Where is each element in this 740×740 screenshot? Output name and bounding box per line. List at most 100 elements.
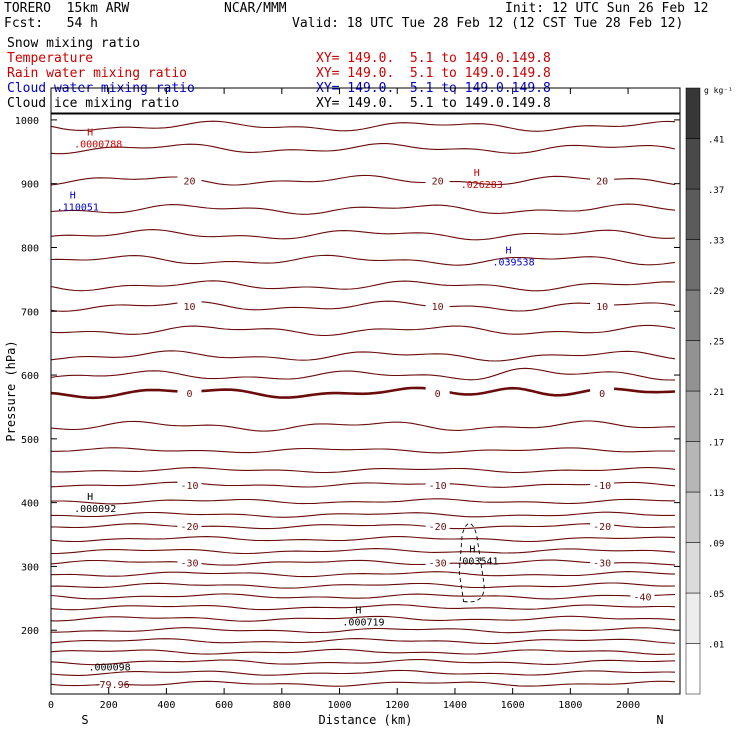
isotherm-line: [51, 627, 676, 634]
field-name: Cloud ice mixing ratio: [7, 96, 180, 111]
x-tick-label: 1000: [327, 700, 351, 711]
isotherm-label: -30: [593, 559, 611, 570]
isotherm-line: [50, 467, 676, 474]
isotherm-line: [50, 350, 676, 362]
colorbar-bin: [685, 289, 701, 341]
isotherm-line: [51, 548, 676, 555]
isotherm-line: [50, 615, 676, 622]
isotherm-line: [50, 536, 676, 543]
isotherm-label: 10: [432, 302, 444, 313]
isotherm-label: 20: [432, 176, 444, 187]
colorbar-bin: [685, 542, 701, 594]
y-tick-label: 1000: [15, 116, 39, 127]
isotherm-line: [50, 229, 676, 241]
isotherm-label: 0: [186, 389, 192, 400]
isotherm-label: -10: [180, 481, 198, 492]
plot-frame: [50, 87, 681, 695]
field-xy-range: XY= 149.0. 5.1 to 149.0.149.8: [316, 96, 551, 111]
isotherm-line: [50, 680, 676, 687]
isotherm-label: -20: [180, 522, 198, 533]
maximum-value: .000719: [342, 618, 384, 629]
isotherm-label: 20: [183, 176, 195, 187]
field-name: Snow mixing ratio: [7, 36, 141, 51]
colorbar-tick-label: .21: [708, 388, 724, 398]
isotherm-label: -79.96: [94, 680, 130, 691]
isotherm-label: -10: [593, 481, 611, 492]
field-name: Temperature: [7, 51, 94, 66]
isotherm-line: [50, 280, 676, 292]
maximum-marker: H: [87, 127, 93, 138]
isotherm-label: -20: [593, 522, 611, 533]
x-tick-label: 400: [157, 700, 175, 711]
maximum-value: .039538: [492, 257, 534, 268]
maximum-marker: H: [87, 492, 93, 503]
isotherm-line: [50, 659, 676, 666]
x-tick-label: 1800: [558, 700, 582, 711]
colorbar-tick-label: .33: [708, 237, 724, 247]
isotherm-label: 0: [599, 389, 605, 400]
isotherm-line: [51, 447, 676, 454]
colorbar-tick-label: .05: [708, 590, 724, 600]
y-tick-label: 700: [21, 307, 39, 318]
colorbar-bin: [685, 643, 701, 695]
colorbar-bin: [685, 390, 701, 442]
init-time: Init: 12 UTC Sun 26 Feb 12: [505, 1, 709, 16]
isotherm-line: [50, 481, 676, 488]
isotherm-line: [50, 498, 675, 505]
maximum-value: .0000788: [74, 139, 122, 150]
isotherm-line: [50, 120, 676, 132]
colorbar-bin: [685, 340, 701, 392]
valid-time: Valid: 18 UTC Tue 28 Feb 12 (12 CST Tue …: [292, 16, 684, 31]
x-axis-label: Distance (km): [319, 713, 413, 727]
isotherm-line: [50, 669, 676, 676]
model-title: TORERO 15km ARW: [4, 1, 130, 16]
colorbar-bin: [685, 441, 701, 493]
isotherm-line: [50, 571, 676, 578]
maximum-value: .000098: [89, 662, 131, 673]
isotherm-line: [50, 420, 675, 432]
colorbar-tick-label: .29: [708, 287, 724, 297]
field-name: Rain water mixing ratio: [7, 66, 188, 81]
maximum-value: .000092: [74, 504, 116, 515]
y-axis-label: Pressure (hPa): [4, 340, 18, 441]
colorbar-tick-label: .17: [708, 439, 724, 449]
forecast-hour: Fcst: 54 h: [4, 16, 98, 31]
isotherm-label: -30: [429, 559, 447, 570]
isotherm-line: [50, 604, 676, 611]
colorbar-bin: [685, 138, 701, 190]
field-xy-range: XY= 149.0. 5.1 to 149.0.149.8: [316, 66, 551, 81]
isotherm-label: -30: [180, 559, 198, 570]
isotherm-label: -40: [633, 592, 651, 603]
x-tick-label: 200: [100, 700, 118, 711]
y-tick-label: 900: [21, 180, 39, 191]
maximum-marker: H: [474, 168, 480, 179]
maximum-value: .110051: [57, 202, 99, 213]
maximum-value: .003541: [456, 557, 498, 568]
isotherm-line: [50, 300, 676, 312]
isotherm-label: 10: [183, 302, 195, 313]
cloud-ice-contour: [458, 522, 485, 603]
x-tick-label: 0: [48, 700, 54, 711]
x-end-label-south: S: [81, 713, 88, 727]
x-tick-label: 600: [215, 700, 233, 711]
x-tick-label: 2000: [616, 700, 640, 711]
maximum-marker: H: [469, 545, 475, 556]
colorbar-unit: g kg⁻¹: [704, 86, 733, 95]
y-tick-label: 500: [21, 435, 39, 446]
colorbar-bin: [685, 87, 701, 139]
colorbar-tick-label: .25: [708, 338, 724, 348]
colorbar-bin: [685, 491, 701, 543]
isotherm-line: [50, 174, 676, 186]
isotherm-line: [50, 143, 676, 155]
colorbar-tick-label: .13: [708, 489, 724, 499]
colorbar-tick-label: .09: [708, 540, 724, 550]
x-tick-label: 800: [273, 700, 291, 711]
isotherm-label: 0: [435, 389, 441, 400]
x-tick-label: 1200: [385, 700, 409, 711]
isotherm-label: 20: [596, 176, 608, 187]
org-label: NCAR/MMM: [224, 1, 287, 16]
isotherm-label: -10: [429, 481, 447, 492]
x-tick-label: 1400: [443, 700, 467, 711]
isotherm-line: [50, 559, 676, 566]
